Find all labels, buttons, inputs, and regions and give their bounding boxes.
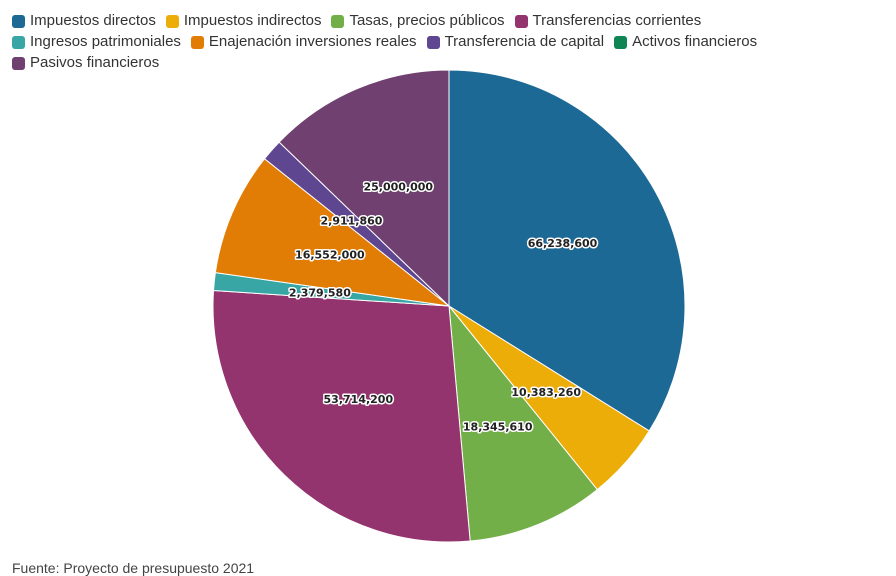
legend-swatch — [12, 14, 25, 28]
legend-label: Pasivos financieros — [30, 54, 160, 71]
pie-slice[interactable] — [278, 69, 450, 308]
legend-item[interactable]: Impuestos directos — [12, 12, 156, 30]
data-label: 18,345,610 — [463, 420, 533, 433]
legend-item[interactable]: Activos financieros — [614, 33, 757, 51]
data-label: 66,238,600 — [528, 237, 598, 250]
legend-swatch — [165, 14, 179, 28]
legend-swatch — [331, 14, 345, 28]
legend-label: Activos financieros — [632, 33, 758, 50]
legend-item[interactable]: Tasas, precios públicos — [331, 12, 505, 30]
data-label: 10,383,260 — [511, 386, 581, 399]
source-note: Fuente: Proyecto de presupuesto 2021 — [12, 560, 255, 576]
legend-swatch — [190, 35, 204, 49]
data-label: 16,552,000 — [295, 249, 365, 262]
data-label: 2,911,860 — [321, 214, 383, 227]
data-label: 53,714,200 — [324, 393, 394, 406]
legend-item[interactable]: Impuestos indirectos — [165, 12, 322, 30]
chart-legend: Impuestos directos Impuestos indirectos Ta… — [12, 12, 882, 72]
legend-swatch — [514, 14, 528, 28]
pie-slice[interactable] — [448, 69, 686, 432]
legend-swatch — [614, 35, 628, 49]
pie-slice[interactable] — [214, 158, 451, 307]
legend-label: Enajenación inversiones reales — [208, 33, 417, 50]
legend-item[interactable]: Pasivos financieros — [12, 54, 159, 72]
legend-item[interactable]: Transferencias corrientes — [514, 12, 702, 30]
legend-item[interactable]: Ingresos patrimoniales — [12, 33, 181, 51]
legend-swatch — [12, 35, 25, 49]
data-label: 2,379,580 — [289, 287, 351, 300]
pie-slice[interactable] — [212, 290, 471, 543]
legend-label: Impuestos indirectos — [183, 12, 322, 29]
legend-item[interactable]: Transferencia de capital — [426, 33, 605, 51]
legend-swatch — [12, 56, 25, 70]
legend-item[interactable]: Enajenación inversiones reales — [190, 33, 417, 51]
pie-slice[interactable] — [448, 304, 598, 542]
legend-label: Ingresos patrimoniales — [30, 33, 181, 50]
data-label: 25,000,000 — [363, 181, 433, 194]
legend-label: Impuestos directos — [30, 12, 156, 29]
legend-label: Transferencia de capital — [444, 33, 605, 50]
legend-label: Transferencias corrientes — [532, 12, 702, 29]
legend-label: Tasas, precios públicos — [349, 12, 505, 29]
legend-swatch — [426, 35, 440, 49]
